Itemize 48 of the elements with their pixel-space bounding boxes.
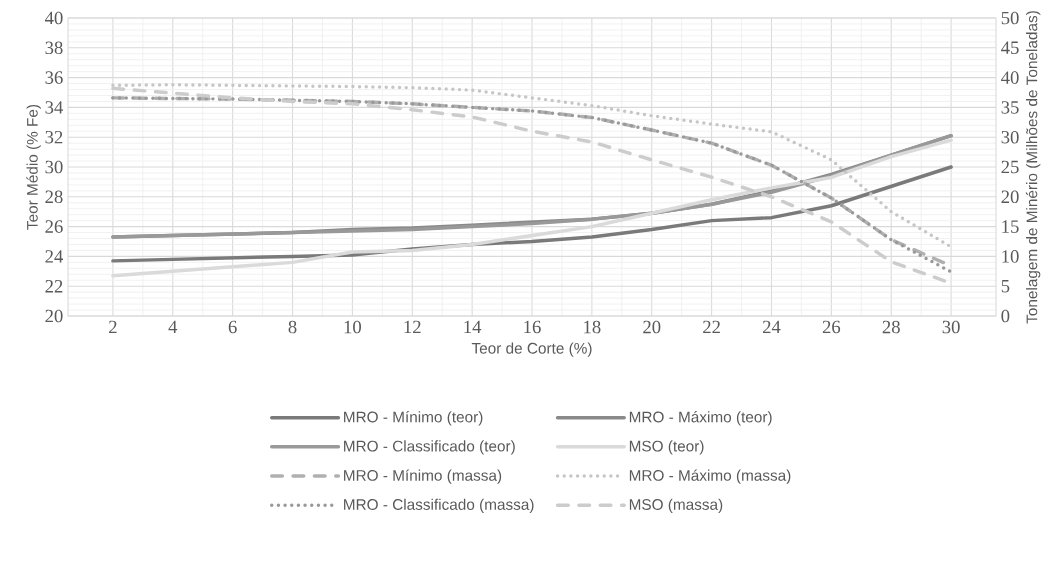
legend-label: MRO - Máximo (teor)	[629, 411, 772, 426]
legend-label: MRO - Classificado (teor)	[344, 440, 515, 455]
y2-tick-label: 45	[1001, 41, 1019, 55]
y-tick-label: 34	[45, 101, 64, 114]
x-tick-label: 14	[464, 320, 482, 334]
y-tick-label: 24	[45, 250, 64, 263]
x-tick-label: 6	[228, 320, 237, 334]
legend-label: MRO - Mínimo (teor)	[344, 411, 483, 426]
y-tick-label: 26	[45, 220, 63, 233]
y-axis-title: Teor Médio (% Fe)	[26, 104, 41, 230]
y2-tick-label: 40	[1001, 71, 1019, 84]
y2-tick-label: 35	[1001, 101, 1019, 114]
y-tick-label: 38	[45, 41, 63, 55]
y2-tick-label: 0	[1001, 309, 1010, 323]
legend-label: MRO - Mínimo (massa)	[344, 469, 502, 484]
y-tick-label: 32	[45, 130, 63, 144]
x-axis-title: Teor de Corte (%)	[471, 342, 592, 357]
y2-tick-label: 5	[1001, 279, 1010, 293]
legend-label: MSO (massa)	[629, 498, 723, 513]
x-tick-label: 24	[762, 320, 781, 334]
y2-tick-label: 20	[1001, 190, 1019, 204]
y2-tick-label: 15	[1002, 220, 1019, 233]
x-tick-label: 18	[584, 320, 601, 334]
y-tick-label: 20	[45, 309, 63, 323]
x-tick-label: 22	[703, 320, 720, 334]
y-tick-label: 36	[45, 71, 63, 84]
y2-tick-label: 10	[1002, 250, 1019, 263]
legend-label: MRO - Classificado (massa)	[344, 498, 534, 513]
x-tick-label: 10	[344, 320, 362, 334]
legend-label: MRO - Máximo (massa)	[629, 469, 791, 484]
y2-axis-title: Tonelagem de Minério (Milhões de Toneladas)	[1025, 11, 1041, 324]
x-tick-label: 8	[288, 320, 297, 334]
legend-label: MSO (teor)	[629, 440, 704, 455]
x-tick-label: 20	[643, 320, 661, 334]
x-tick-label: 4	[168, 320, 178, 333]
y2-tick-label: 25	[1001, 160, 1019, 174]
y2-tick-label: 50	[1001, 11, 1019, 25]
y-tick-label: 28	[45, 190, 63, 204]
x-tick-label: 16	[524, 320, 541, 334]
x-tick-label: 26	[822, 320, 841, 334]
x-tick-label: 2	[109, 320, 117, 334]
y-tick-label: 22	[45, 280, 63, 293]
x-tick-label: 12	[404, 320, 421, 334]
y-tick-label: 40	[44, 11, 63, 25]
x-tick-label: 30	[942, 320, 960, 334]
x-tick-label: 28	[882, 320, 900, 334]
y-tick-label: 30	[45, 160, 63, 174]
y2-tick-label: 30	[1001, 130, 1019, 144]
